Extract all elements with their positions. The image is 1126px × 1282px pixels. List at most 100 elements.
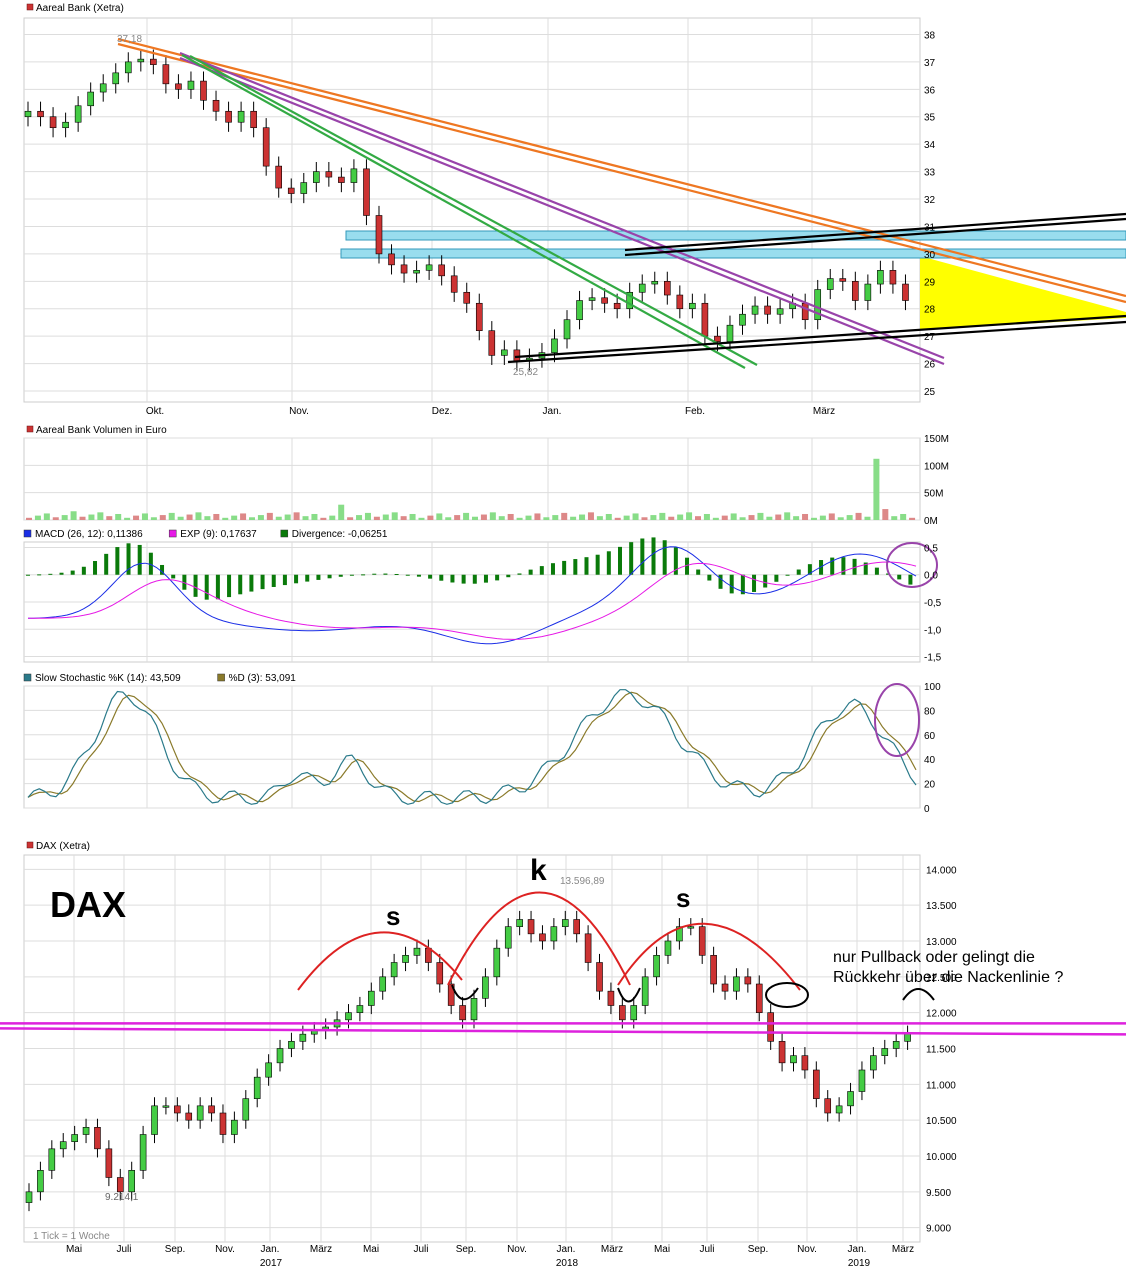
volume-bar <box>793 516 800 520</box>
volume-bar <box>623 515 630 520</box>
volume-y-tick: 100M <box>924 461 949 472</box>
dax-candle-up <box>676 926 683 942</box>
macd-divergence-bar <box>584 557 589 575</box>
volume-bar <box>498 516 505 520</box>
volume-bar <box>293 512 300 520</box>
dax-candle-down <box>607 990 615 1006</box>
price-y-axis: 38 37 36 35 34 33 32 31 30 29 28 27 26 25 <box>924 30 936 398</box>
macd-y-tick: -1,5 <box>924 653 942 664</box>
macd-divergence-bar <box>517 573 522 575</box>
macd-divergence-bar <box>863 562 868 575</box>
dax-year-label: 2018 <box>556 1258 579 1269</box>
dax-left-shoulder-arc <box>297 931 463 991</box>
dax-neckline-lower <box>0 1027 1126 1036</box>
dax-year-label: 2017 <box>260 1258 283 1269</box>
dax-candle-down <box>721 983 729 992</box>
macd-divergence-bar <box>182 574 187 590</box>
volume-bar <box>819 515 826 520</box>
dax-candle-up <box>390 962 398 978</box>
dax-candle-up <box>231 1119 238 1135</box>
price-candle-down <box>663 281 671 296</box>
dax-candle-up <box>253 1076 261 1099</box>
stoch-k-line <box>27 689 917 805</box>
macd-divergence-bar <box>774 574 779 582</box>
dax-right-shoulder-arc <box>617 922 801 991</box>
price-candle-up <box>124 61 132 74</box>
dax-low-label: 9.214,1 <box>105 1192 139 1203</box>
dax-left-dip-mark <box>451 984 479 1001</box>
volume-bar <box>204 516 211 520</box>
volume-bar <box>837 517 844 520</box>
stoch-legend-label: Slow Stochastic %K (14): 43,509 <box>35 673 181 684</box>
volume-bar <box>141 513 148 520</box>
price-candle-down <box>902 283 909 301</box>
dax-candle-up <box>37 1170 44 1193</box>
dax-y-tick: 12.500 <box>926 973 957 984</box>
volume-bar <box>712 517 719 520</box>
dax-x-tick: Mai <box>363 1244 379 1255</box>
macd-divergence-bar <box>70 570 75 575</box>
macd-divergence-bar <box>807 564 812 575</box>
macd-divergence-bar <box>204 574 209 600</box>
volume-bar <box>106 516 113 520</box>
volume-bar <box>257 515 264 520</box>
dax-candle-down <box>436 962 444 985</box>
price-candle-up <box>501 349 508 356</box>
macd-divergence-bar <box>327 574 332 579</box>
volume-bars <box>26 458 916 520</box>
dax-candle-up <box>162 1105 170 1108</box>
macd-legend-label: Divergence: -0,06251 <box>292 529 388 540</box>
macd-divergence-bar <box>874 567 879 575</box>
dax-candle-down <box>710 955 717 985</box>
volume-bar <box>507 513 514 520</box>
volume-bar <box>757 512 764 520</box>
macd-divergence-bar <box>830 557 835 575</box>
price-candle-down <box>287 187 295 194</box>
volume-bar <box>427 515 434 520</box>
macd-legend-swatch <box>168 529 177 538</box>
macd-highlight-circle <box>886 542 938 588</box>
macd-divergence-bar <box>483 574 488 583</box>
dax-candle-down <box>105 1148 113 1178</box>
dax-x-tick: Juli <box>116 1244 131 1255</box>
macd-divergence-bar <box>763 574 768 588</box>
dax-right-shoulder-label: s <box>676 883 690 913</box>
price-y-tick: 27 <box>924 332 936 343</box>
price-candle-down <box>801 302 809 321</box>
stoch-lines <box>27 689 917 805</box>
dax-x-tick: Nov. <box>507 1244 527 1255</box>
stoch-y-tick: 40 <box>924 755 936 766</box>
volume-bar <box>846 515 853 520</box>
macd-divergence-bar <box>260 574 265 590</box>
dax-candle-up <box>402 955 409 963</box>
price-candle-up <box>689 302 696 310</box>
price-candle-down <box>613 302 621 310</box>
dax-candle-down <box>94 1127 101 1150</box>
price-y-tick: 35 <box>924 113 936 124</box>
price-triangle-fill <box>920 256 1126 330</box>
price-channel-black-2 <box>624 212 1126 252</box>
dax-candle-up <box>48 1148 56 1171</box>
volume-bar <box>561 512 568 520</box>
price-trend-green-2 <box>189 55 758 366</box>
stoch-d-line <box>27 691 917 803</box>
volume-bar <box>115 513 122 520</box>
price-candles <box>24 49 909 371</box>
price-y-tick: 26 <box>924 360 936 371</box>
price-candle-down <box>250 110 257 129</box>
dax-candle-up <box>151 1105 158 1135</box>
price-support-black-1 <box>507 320 1126 364</box>
dax-candle-down <box>824 1098 832 1114</box>
macd-divergence-bar <box>193 574 198 597</box>
dax-candle-down <box>573 919 580 935</box>
volume-bar <box>70 511 77 520</box>
volume-bar <box>195 512 202 520</box>
volume-bar <box>249 517 255 520</box>
dax-x-tick: Jan. <box>848 1244 867 1255</box>
macd-divergence-bar <box>383 573 388 575</box>
price-x-tick: Feb. <box>685 406 705 417</box>
dax-y-tick: 9.500 <box>926 1188 951 1199</box>
dax-candle-down <box>584 933 592 963</box>
price-candle-down <box>200 80 207 101</box>
price-y-tick: 32 <box>924 195 936 206</box>
